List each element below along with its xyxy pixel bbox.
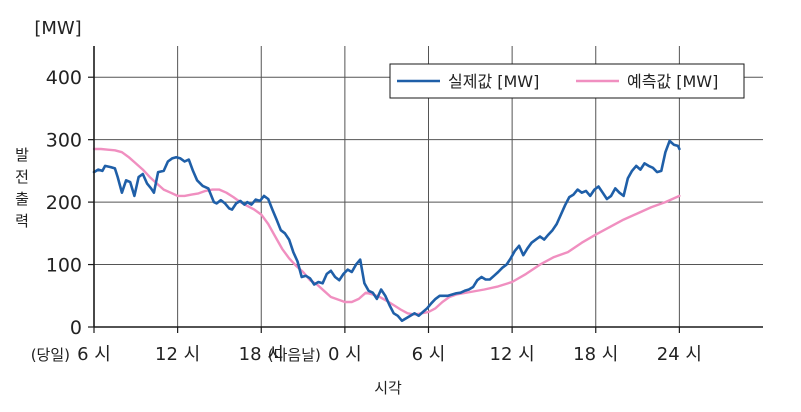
x-axis-label: 시각 xyxy=(374,379,402,397)
legend: 실제값 [MW] 예측값 [MW] xyxy=(389,63,745,99)
y-tick-label-200: 200 xyxy=(46,192,82,214)
y-tick-labels: 0 100 200 300 400 xyxy=(46,67,94,339)
x-tick-label-4: 6 시 xyxy=(412,344,446,365)
legend-label-actual: 실제값 [MW] xyxy=(448,72,539,91)
y-axis-label-char: 전 xyxy=(15,168,29,186)
x-tick-label-2: 18 시 xyxy=(239,344,284,365)
x-tick-label-0: 6 시 xyxy=(77,344,111,365)
y-axis-label-char: 발 xyxy=(15,146,29,164)
x-tick-prefix-0: (당일) xyxy=(31,346,70,364)
series-line-actual xyxy=(92,139,681,323)
y-axis-label-char: 력 xyxy=(15,212,29,230)
y-tick-label-0: 0 xyxy=(70,317,82,339)
x-tick-labels: 6 시 (당일) 12 시 18 시 0 시 (다음날) 6 시 12 시 18 시 24 시 xyxy=(31,327,702,365)
legend-label-forecast: 예측값 [MW] xyxy=(627,72,718,91)
series-line-forecast xyxy=(92,147,681,316)
y-tick-label-100: 100 xyxy=(46,255,82,277)
y-axis-unit: [MW] xyxy=(34,18,81,39)
series-layer xyxy=(92,139,681,323)
y-tick-label-400: 400 xyxy=(46,67,82,89)
legend-box xyxy=(389,63,745,99)
x-tick-prefix-3: (다음날) xyxy=(268,346,321,364)
y-axis-label-char: 출 xyxy=(15,190,29,208)
x-tick-label-7: 24 시 xyxy=(657,344,702,365)
x-tick-label-6: 18 시 xyxy=(573,344,618,365)
x-tick-label-3: 0 시 xyxy=(328,344,362,365)
y-tick-label-300: 300 xyxy=(46,130,82,152)
x-tick-label-5: 12 시 xyxy=(490,344,535,365)
x-tick-label-1: 12 시 xyxy=(155,344,200,365)
